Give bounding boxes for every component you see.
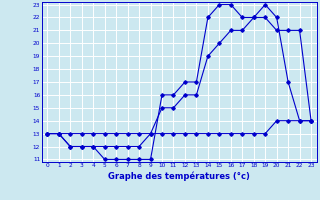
X-axis label: Graphe des températures (°c): Graphe des températures (°c) bbox=[108, 171, 250, 181]
